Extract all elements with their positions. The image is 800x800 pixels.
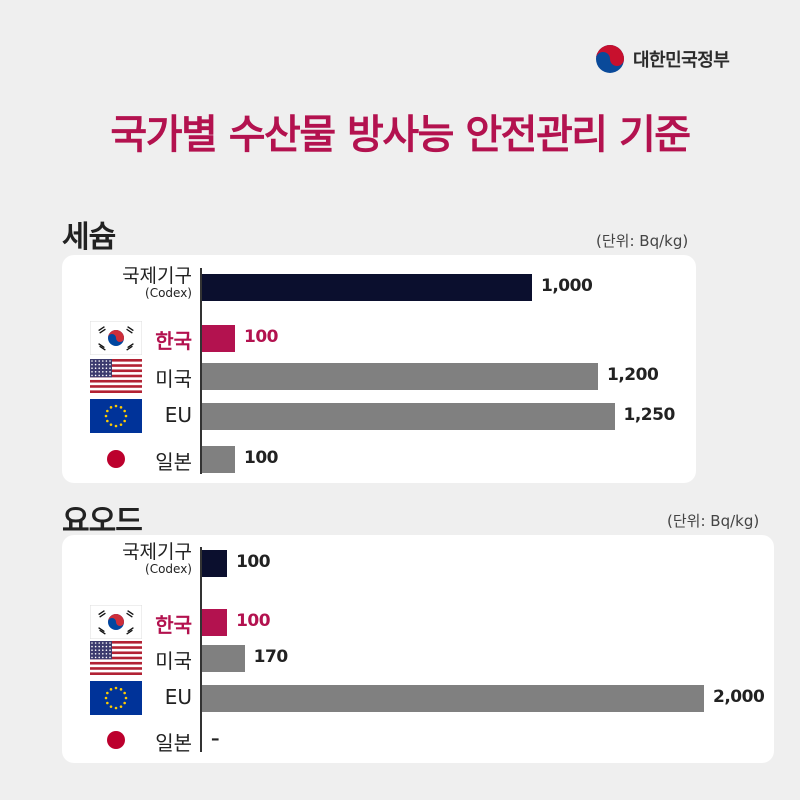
usa-flag-icon bbox=[90, 641, 142, 675]
category-label-japan: 일본 bbox=[155, 450, 192, 474]
bar-usa-cesium bbox=[202, 363, 598, 390]
page-title: 국가별 수산물 방사능 안전관리 기준 bbox=[110, 112, 691, 158]
eu-flag-icon bbox=[90, 681, 142, 715]
category-label-codex: 국제기구 (Codex) bbox=[122, 541, 192, 576]
government-logo: 대한민국정부 bbox=[595, 44, 730, 74]
bar-eu-iodine bbox=[202, 685, 704, 712]
korea-flag-icon bbox=[89, 604, 143, 640]
value-label-japan-cesium: 100 bbox=[244, 448, 279, 468]
section-title-cesium: 세슘 bbox=[62, 220, 116, 255]
unit-label-cesium: (단위: Bq/kg) bbox=[596, 232, 689, 250]
codex-label-sub: (Codex) bbox=[145, 285, 192, 300]
value-label-eu-cesium: 1,250 bbox=[623, 405, 676, 425]
category-label-eu: EU bbox=[164, 685, 192, 709]
category-label-eu: EU bbox=[164, 403, 192, 427]
chart-panel-iodine bbox=[62, 535, 774, 763]
value-label-codex-iodine: 100 bbox=[236, 552, 271, 572]
eu-flag-icon bbox=[90, 399, 142, 433]
japan-flag-icon bbox=[90, 723, 142, 757]
value-label-japan-iodine: – bbox=[211, 729, 220, 749]
bar-japan-cesium bbox=[202, 446, 235, 473]
bar-codex-cesium bbox=[202, 274, 532, 301]
bar-codex-iodine bbox=[202, 550, 228, 577]
category-label-japan: 일본 bbox=[155, 731, 192, 755]
value-label-codex-cesium: 1,000 bbox=[541, 276, 593, 296]
category-label-usa: 미국 bbox=[155, 367, 192, 391]
category-label-korea: 한국 bbox=[155, 329, 192, 353]
category-label-usa: 미국 bbox=[155, 649, 192, 673]
codex-label-main: 국제기구 bbox=[122, 541, 192, 563]
axis-line-cesium bbox=[200, 268, 202, 474]
logo-text: 대한민국정부 bbox=[633, 50, 730, 71]
codex-label-sub: (Codex) bbox=[145, 561, 192, 576]
axis-line-iodine bbox=[200, 547, 202, 752]
unit-label-iodine: (단위: Bq/kg) bbox=[667, 512, 760, 530]
value-label-korea-iodine: 100 bbox=[236, 611, 271, 631]
usa-flag-icon bbox=[90, 359, 142, 393]
value-label-korea-cesium: 100 bbox=[244, 327, 279, 347]
codex-label-main: 국제기구 bbox=[122, 265, 192, 287]
bar-korea-cesium bbox=[202, 325, 235, 352]
value-label-eu-iodine: 2,000 bbox=[713, 687, 765, 707]
taegeuk-logo-icon bbox=[596, 45, 624, 73]
bar-eu-cesium bbox=[202, 403, 615, 430]
bar-usa-iodine bbox=[202, 645, 245, 672]
value-label-usa-cesium: 1,200 bbox=[607, 365, 659, 385]
japan-flag-icon bbox=[90, 442, 142, 476]
category-label-korea: 한국 bbox=[155, 613, 192, 637]
korea-flag-icon bbox=[89, 320, 143, 356]
category-label-codex: 국제기구 (Codex) bbox=[122, 265, 192, 300]
section-title-iodine: 요오드 bbox=[62, 504, 143, 539]
bar-korea-iodine bbox=[202, 609, 228, 636]
value-label-usa-iodine: 170 bbox=[253, 647, 289, 667]
